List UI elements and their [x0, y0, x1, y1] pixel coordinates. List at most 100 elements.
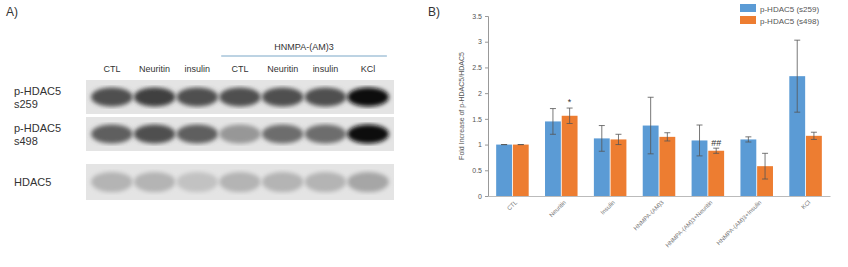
x-tick-label: Insulin	[599, 199, 616, 216]
lane-label: Neuritin	[139, 64, 170, 74]
band	[91, 124, 133, 143]
y-tick-label: 3.5	[472, 13, 482, 20]
band	[219, 124, 261, 143]
y-tick-mark	[485, 93, 488, 94]
band	[347, 124, 389, 143]
group-label: HNMPA-(AM)3	[274, 42, 333, 52]
y-tick: 1.5	[472, 116, 488, 123]
band	[347, 172, 389, 192]
error-bar	[811, 132, 817, 139]
y-tick: 3	[478, 38, 488, 45]
error-bar	[615, 134, 621, 144]
series	[513, 108, 822, 196]
y-tick: 2.5	[472, 64, 488, 71]
y-tick-mark	[485, 42, 488, 43]
legend: p-HDAC5 (s259) p-HDAC5 (s498)	[740, 4, 819, 26]
band	[262, 124, 304, 143]
row-label: p-HDAC5s498	[14, 122, 61, 147]
series	[496, 40, 805, 196]
bar	[611, 139, 627, 196]
x-axis: CTLNeuritinInsulinHNMPA-(AM)3HNMPA-(AM)3…	[489, 196, 831, 249]
legend-swatch	[740, 4, 756, 12]
row-label-line: HDAC5	[14, 176, 51, 188]
y-axis: 00.511.522.533.5	[472, 13, 488, 200]
y-tick-label: 1	[478, 141, 482, 148]
y-tick-mark	[485, 119, 488, 120]
lane-label: CTL	[231, 64, 248, 74]
y-tick-label: 2	[478, 90, 482, 97]
bar	[806, 136, 822, 196]
y-tick: 2	[478, 90, 488, 97]
blot-row: p-HDAC5s259	[14, 80, 394, 114]
band	[262, 87, 304, 106]
x-axis-line	[489, 196, 831, 197]
x-tick: HNMPA-(AM)3+Insulin	[716, 196, 763, 246]
x-tick-label: HNMPA-(AM)3+Insulin	[716, 199, 763, 246]
bar	[513, 145, 529, 196]
bar	[708, 151, 724, 196]
x-tick-label: KCl	[800, 199, 811, 210]
row-label-line: s259	[14, 98, 38, 110]
band	[262, 172, 304, 192]
x-tick: HNMPA-(AM)3+Neuritin	[664, 196, 713, 249]
error-bar	[518, 144, 524, 145]
blot-background	[86, 80, 394, 114]
lane-label: Neuritin	[267, 64, 298, 74]
band	[305, 172, 347, 192]
error-bars	[501, 40, 800, 156]
blot-row: HDAC5	[14, 164, 394, 200]
annotations: *##	[568, 97, 721, 148]
error-bar	[762, 153, 768, 179]
row-label-line: s498	[14, 135, 38, 147]
x-tick: CTL	[506, 196, 519, 212]
y-axis-title: Fold Increase of p-HDAC5/HDAC5	[458, 52, 466, 160]
blot-background	[86, 117, 394, 151]
panel-label: B)	[428, 5, 440, 19]
band	[347, 87, 389, 106]
y-tick-label: 3	[478, 38, 482, 45]
band	[134, 124, 176, 143]
y-tick: 0.5	[472, 167, 488, 174]
bar	[740, 139, 756, 196]
row-label: HDAC5	[14, 176, 51, 188]
error-bar	[501, 144, 507, 145]
error-bar	[794, 40, 800, 112]
error-bar	[745, 137, 751, 142]
x-tick-label: CTL	[506, 199, 519, 212]
y-tick-mark	[485, 16, 488, 17]
band	[134, 172, 176, 192]
x-tick: HNMPA-(AM)3	[633, 196, 666, 231]
band	[177, 124, 219, 143]
x-tick-label: HNMPA-(AM)3+Neuritin	[664, 199, 713, 248]
y-tick-mark	[485, 170, 488, 171]
x-tick-label: HNMPA-(AM)3	[633, 199, 666, 232]
y-tick-label: 2.5	[472, 64, 482, 71]
blot-background	[86, 164, 394, 200]
lane-label: CTL	[103, 64, 120, 74]
band	[177, 87, 219, 106]
band	[219, 172, 261, 192]
band	[134, 87, 176, 106]
y-tick: 1	[478, 141, 488, 148]
figure: A) CTL Neuritin insulin CTL Neuritin insulin KC…	[0, 0, 848, 267]
y-tick-mark	[485, 196, 488, 197]
band	[219, 87, 261, 106]
lane-label: insulin	[313, 64, 339, 74]
error-bar	[567, 108, 573, 123]
error-bars	[518, 108, 817, 179]
error-bar	[648, 97, 654, 154]
row-label-line: p-HDAC5	[14, 85, 61, 97]
panel-label: A)	[6, 5, 18, 19]
plot-area	[496, 40, 822, 196]
band	[177, 172, 219, 192]
y-tick-label: 0.5	[472, 167, 482, 174]
band	[305, 87, 347, 106]
lane-label: insulin	[185, 64, 211, 74]
row-label-line: p-HDAC5	[14, 122, 61, 134]
legend-label: p-HDAC5 (s259)	[760, 5, 819, 14]
x-tick-label: Neuritin	[548, 199, 567, 218]
legend-label: p-HDAC5 (s498)	[760, 17, 819, 26]
x-tick: KCl	[800, 196, 811, 210]
blot-row: p-HDAC5s498	[14, 117, 394, 151]
x-tick: Insulin	[599, 196, 616, 216]
